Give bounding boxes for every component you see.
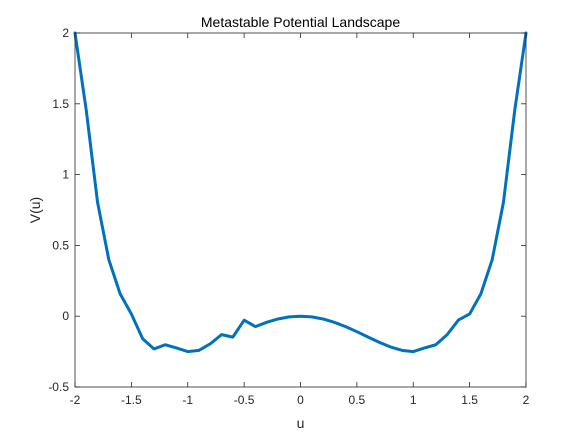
chart-title: Metastable Potential Landscape xyxy=(201,14,400,30)
x-tick-label: -0.5 xyxy=(234,393,255,407)
x-tick-label: 0.5 xyxy=(349,393,366,407)
y-tick-label: 2 xyxy=(62,26,69,40)
y-tick-label: -0.5 xyxy=(48,380,69,394)
x-tick-label: -1 xyxy=(182,393,193,407)
x-tick-label: -2 xyxy=(70,393,81,407)
x-axis-label: u xyxy=(297,415,305,431)
x-tick-label: 1.5 xyxy=(461,393,478,407)
ticks-layer xyxy=(74,32,527,388)
y-axis-label: V(u) xyxy=(27,197,43,223)
y-tick-label: 1 xyxy=(62,168,69,182)
y-tick-label: 0.5 xyxy=(52,238,69,252)
x-tick-label: 1 xyxy=(410,393,417,407)
y-tick-label: 0 xyxy=(62,309,69,323)
ticklabel-layer: -2 -1.5 -1 -0.5 0 0.5 1 1.5 2 -0.5 0 0.5 1 1.5 2 xyxy=(48,26,529,407)
x-tick-label: 0 xyxy=(297,393,304,407)
x-tick-label: 2 xyxy=(523,393,530,407)
series-layer xyxy=(73,31,528,354)
y-tick-label: 1.5 xyxy=(52,97,69,111)
plot-background xyxy=(75,33,526,387)
series-line xyxy=(73,31,528,354)
x-tick-label: -1.5 xyxy=(121,393,142,407)
